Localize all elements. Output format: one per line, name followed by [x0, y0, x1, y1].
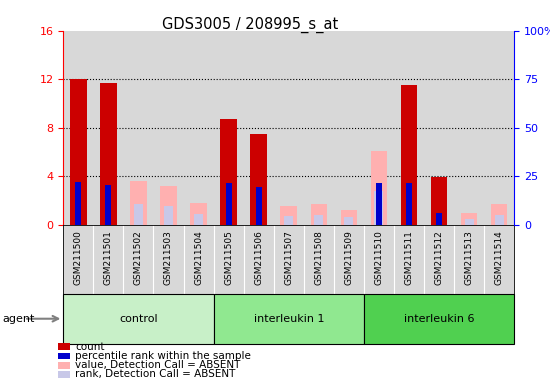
- Bar: [376, 184, 382, 225]
- Text: GSM211503: GSM211503: [164, 230, 173, 285]
- Bar: [70, 79, 86, 225]
- Bar: [311, 204, 327, 225]
- Text: interleukin 6: interleukin 6: [404, 314, 474, 324]
- Bar: [465, 218, 474, 225]
- Bar: [364, 294, 514, 344]
- Bar: [164, 207, 173, 225]
- Text: GSM211510: GSM211510: [375, 230, 383, 285]
- Bar: [63, 31, 94, 225]
- Bar: [401, 85, 417, 225]
- Bar: [484, 31, 514, 225]
- Bar: [153, 31, 184, 225]
- Bar: [106, 185, 111, 225]
- Text: value, Detection Call = ABSENT: value, Detection Call = ABSENT: [75, 360, 241, 370]
- Bar: [274, 31, 304, 225]
- Text: GSM211500: GSM211500: [74, 230, 83, 285]
- Bar: [491, 204, 508, 225]
- Bar: [134, 204, 143, 225]
- Text: GSM211512: GSM211512: [434, 230, 444, 285]
- Bar: [436, 212, 442, 225]
- Bar: [160, 186, 177, 225]
- Text: control: control: [119, 314, 158, 324]
- Bar: [364, 31, 394, 225]
- Bar: [244, 31, 274, 225]
- Text: GSM211501: GSM211501: [104, 230, 113, 285]
- Bar: [340, 210, 357, 225]
- Bar: [304, 31, 334, 225]
- Bar: [190, 203, 207, 225]
- Bar: [194, 214, 203, 225]
- Bar: [94, 31, 123, 225]
- Text: GSM211502: GSM211502: [134, 230, 143, 285]
- Text: GSM211506: GSM211506: [254, 230, 263, 285]
- Text: GSM211507: GSM211507: [284, 230, 293, 285]
- Text: GSM211511: GSM211511: [404, 230, 414, 285]
- Bar: [424, 31, 454, 225]
- Bar: [394, 31, 424, 225]
- Bar: [75, 182, 81, 225]
- Bar: [221, 119, 237, 225]
- Bar: [63, 294, 213, 344]
- Bar: [226, 184, 232, 225]
- Bar: [250, 134, 267, 225]
- Text: rank, Detection Call = ABSENT: rank, Detection Call = ABSENT: [75, 369, 236, 379]
- Bar: [406, 184, 412, 225]
- Text: interleukin 1: interleukin 1: [254, 314, 324, 324]
- Bar: [123, 31, 153, 225]
- Text: agent: agent: [3, 314, 35, 324]
- Bar: [371, 151, 387, 225]
- Text: percentile rank within the sample: percentile rank within the sample: [75, 351, 251, 361]
- Bar: [284, 216, 293, 225]
- Bar: [431, 177, 447, 225]
- Bar: [213, 294, 364, 344]
- Bar: [314, 215, 323, 225]
- Bar: [256, 187, 262, 225]
- Text: GSM211504: GSM211504: [194, 230, 203, 285]
- Bar: [100, 83, 117, 225]
- Bar: [461, 212, 477, 225]
- Bar: [184, 31, 213, 225]
- Bar: [280, 207, 297, 225]
- Bar: [454, 31, 484, 225]
- Bar: [213, 31, 244, 225]
- Bar: [494, 215, 504, 225]
- Bar: [334, 31, 364, 225]
- Text: GSM211508: GSM211508: [314, 230, 323, 285]
- Bar: [375, 191, 383, 225]
- Text: GSM211505: GSM211505: [224, 230, 233, 285]
- Text: GSM211514: GSM211514: [494, 230, 504, 285]
- Text: GSM211509: GSM211509: [344, 230, 354, 285]
- Text: count: count: [75, 342, 105, 352]
- Bar: [130, 181, 147, 225]
- Text: GDS3005 / 208995_s_at: GDS3005 / 208995_s_at: [162, 17, 339, 33]
- Bar: [344, 217, 354, 225]
- Text: GSM211513: GSM211513: [465, 230, 474, 285]
